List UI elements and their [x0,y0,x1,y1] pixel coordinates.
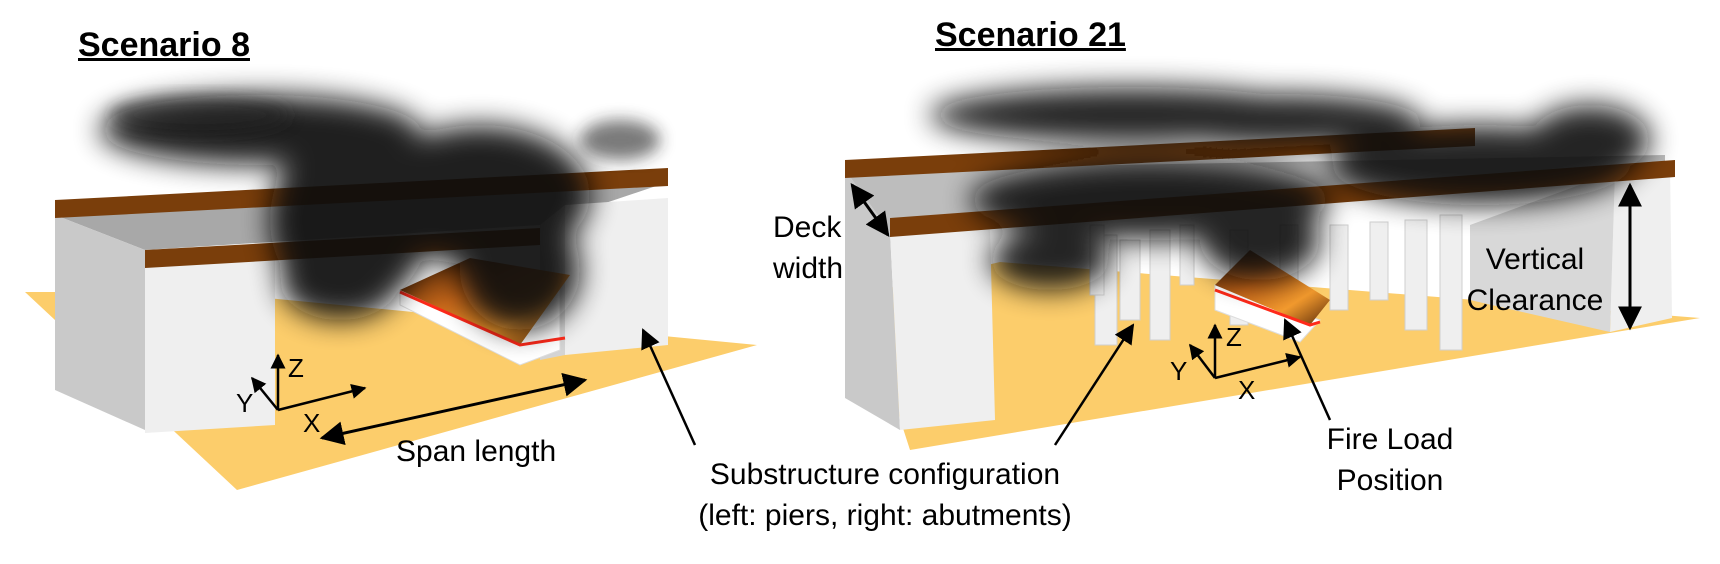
fire-load-label-line-2: Position [1336,463,1444,497]
substructure-label-line-1: Substructure configuration [709,458,1061,491]
vertical-clearance-label-line-1: Vertical [1485,243,1585,276]
substructure-pointer-left [1053,323,1135,446]
deck-width-label-line-2: width [773,251,844,285]
axis-y-label-right: Y [1170,356,1188,386]
deck-width-label-line-1: Deck [773,211,842,244]
right-abutment-right-side [1470,172,1615,332]
deck-width-label: Deck width [773,208,843,289]
axis-x-label-right: X [1238,375,1256,405]
scenario-8-scene [25,95,757,490]
substructure-pointer-right [641,328,697,446]
axis-y-label-left: Y [236,388,254,418]
ground-plane-right [860,262,1700,450]
vertical-clearance-label-line-2: Clearance [1466,283,1604,317]
fire-load-label: Fire Load Position [1300,420,1480,501]
scenario-8-title: Scenario 8 [78,26,250,64]
span-length-label: Span length [396,435,557,468]
vertical-clearance-label: Vertical Clearance [1455,240,1615,321]
smoke-plume-right [930,87,1650,290]
substructure-label: Substructure configuration (left: piers,… [655,455,1115,536]
axis-x-label-left: X [303,408,321,438]
substructure-label-line-2: (left: piers, right: abutments) [698,498,1072,532]
scenario-21-title: Scenario 21 [935,16,1126,54]
span-length-arrow [319,372,588,446]
left-abutment-side [55,215,145,430]
deck-width-arrow [850,183,890,237]
fire-bed-edge-right [1214,288,1321,327]
left-abutment-front [145,243,275,433]
axis-z-label-left: Z [288,353,304,383]
fire-bed-edge-left [399,290,566,347]
fire-load-label-line-1: Fire Load [1326,423,1454,456]
axis-z-label-right: Z [1226,322,1242,352]
fire-load-pointer [1283,318,1332,421]
right-abutment-front [565,198,668,355]
axes-triad-right [1189,323,1302,380]
right-abutment-right [1610,165,1672,332]
left-abutment-front-right [890,228,995,430]
